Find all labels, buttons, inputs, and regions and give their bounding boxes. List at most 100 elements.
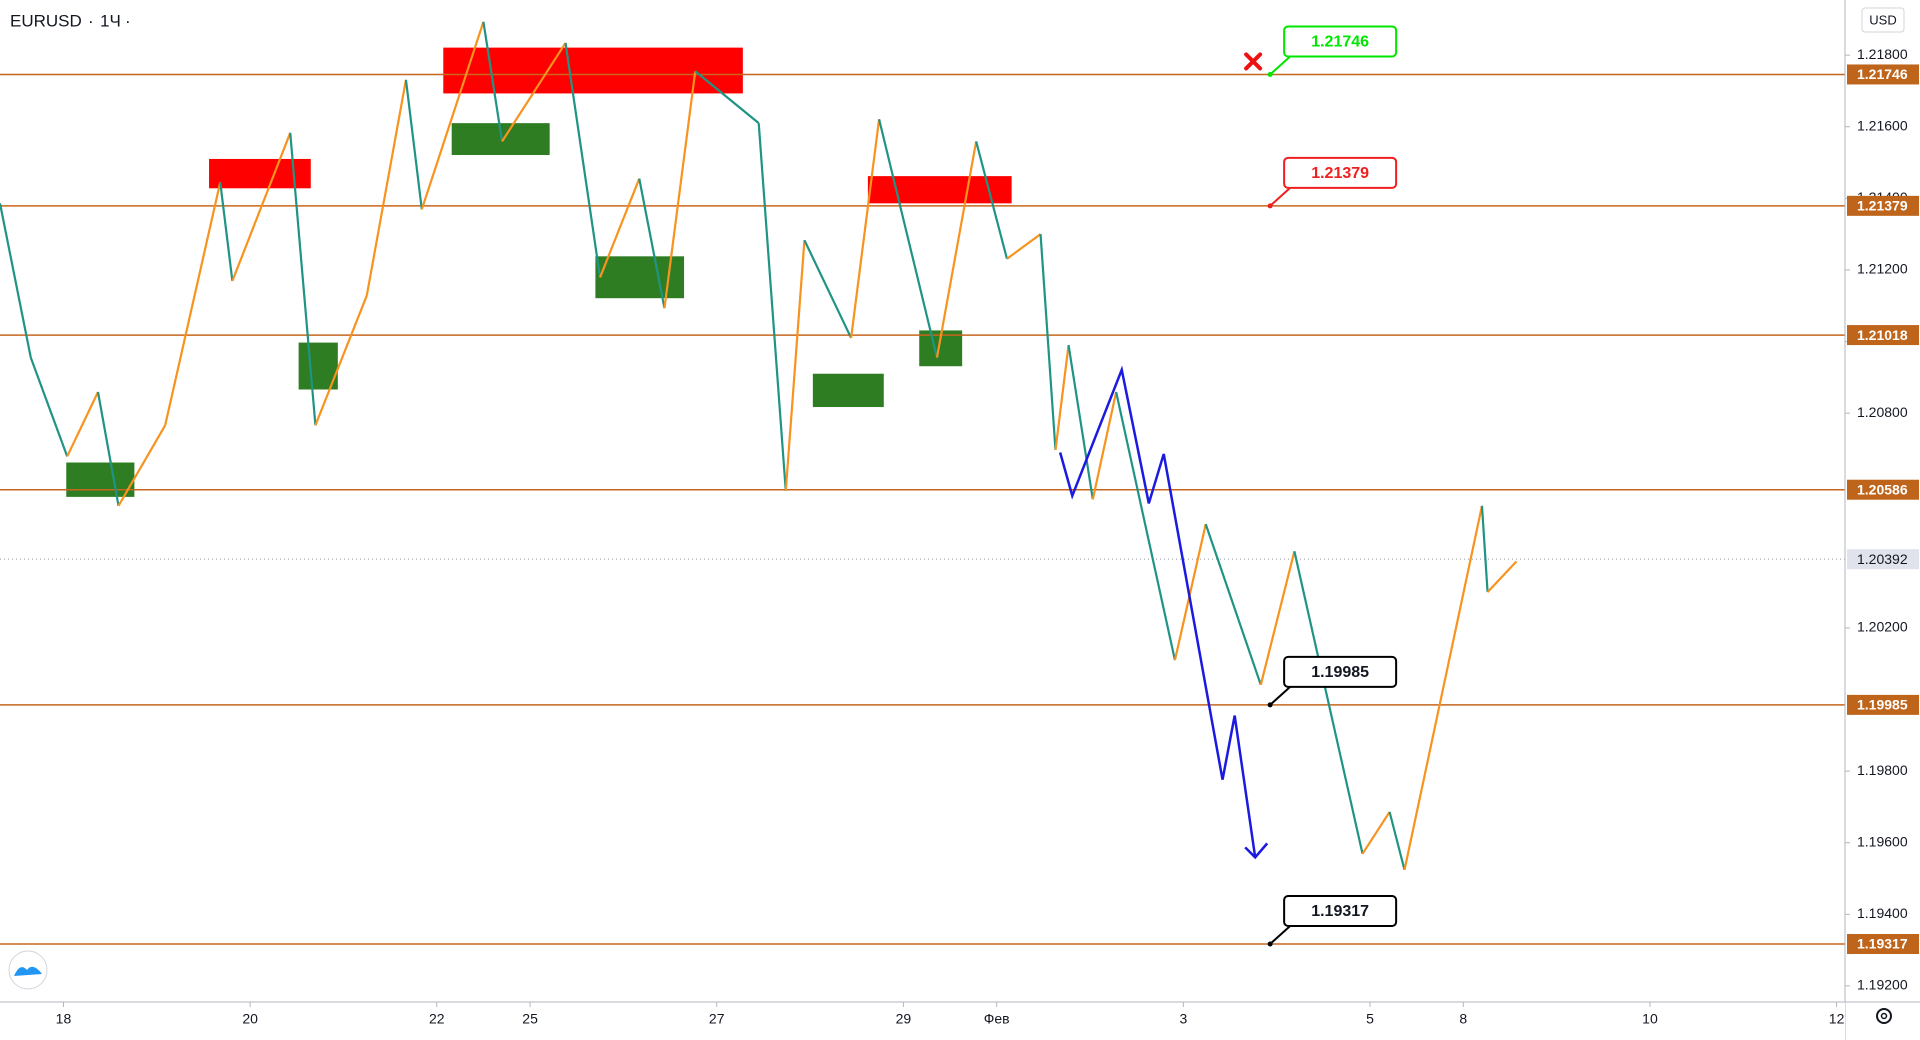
level-label-bg — [1847, 64, 1919, 85]
logo[interactable] — [8, 950, 48, 990]
zigzag-segment — [314, 295, 368, 426]
zigzag-segment — [757, 123, 787, 491]
level-label-bg — [1847, 325, 1919, 346]
zigzag-segment — [1054, 344, 1070, 451]
zigzag-segment — [1361, 811, 1391, 855]
callout-label: 1.21746 — [1311, 34, 1369, 51]
x-tick-label: 22 — [429, 1011, 445, 1027]
zigzag-segment — [1067, 344, 1094, 500]
level-label: 1.20586 — [1857, 481, 1908, 497]
zigzag-segment — [1259, 551, 1296, 686]
y-tick-label: 1.21800 — [1857, 46, 1908, 62]
time-axis-panel — [0, 1002, 1845, 1040]
callout-pointer — [1269, 187, 1291, 207]
callout-box — [1283, 655, 1398, 688]
level-label-bg — [1847, 479, 1919, 500]
x-tick-label: 29 — [896, 1011, 912, 1027]
zigzag-segment — [663, 71, 697, 309]
zigzag-segment — [878, 118, 939, 358]
level-label: 1.21379 — [1857, 198, 1908, 214]
zone — [66, 462, 135, 497]
level-label: 1.19985 — [1857, 697, 1908, 713]
zigzag-segment — [1480, 505, 1489, 593]
level-label: 1.19317 — [1857, 936, 1908, 952]
level-label-bg — [1847, 195, 1919, 216]
projection-line — [1058, 365, 1257, 858]
currency: USD — [1869, 12, 1896, 27]
zone — [298, 342, 338, 390]
zigzag-segment — [850, 119, 881, 339]
x-tick-label: 25 — [522, 1011, 538, 1027]
zigzag-segment — [1293, 551, 1364, 855]
zigzag-segment — [1486, 560, 1518, 593]
callout-pointer — [1269, 55, 1291, 76]
x-tick-label: 18 — [56, 1011, 72, 1027]
zigzag-segment — [1403, 505, 1484, 871]
zigzag-segment — [96, 391, 120, 507]
current-price-bg — [1847, 549, 1919, 570]
level-label-bg — [1847, 934, 1919, 955]
zigzag-segment — [564, 42, 602, 278]
zigzag-segment — [1006, 233, 1042, 260]
x-tick-label: Фев — [984, 1011, 1010, 1027]
y-tick-label: 1.21600 — [1857, 117, 1908, 133]
zigzag-segment — [231, 132, 292, 282]
x-tick-label: 5 — [1366, 1011, 1374, 1027]
zigzag-segment — [1204, 523, 1262, 686]
y-tick-label: 1.19600 — [1857, 833, 1908, 849]
gear-center — [1880, 1012, 1888, 1020]
callout-label: 1.21379 — [1311, 165, 1369, 182]
zigzag-segment — [1039, 234, 1057, 451]
callout-box — [1283, 25, 1398, 58]
separator: · — [125, 11, 131, 30]
zigzag-segment — [501, 42, 567, 143]
zigzag-segment — [66, 391, 99, 457]
symbol: EURUSD — [10, 11, 82, 30]
callout-anchor — [1267, 941, 1273, 947]
zigzag-segment — [1115, 391, 1177, 661]
callout-box — [1283, 156, 1398, 189]
separator: · — [88, 11, 94, 30]
callout-anchor — [1267, 702, 1273, 708]
zigzag-segment — [420, 21, 485, 210]
zigzag-segment — [1388, 811, 1406, 871]
x-tick-label: 12 — [1829, 1011, 1845, 1027]
x-tick-label: 27 — [709, 1011, 725, 1027]
logo-shape — [14, 966, 42, 976]
zigzag-segment — [599, 178, 641, 278]
cross-mark — [1244, 52, 1263, 71]
price-axis-panel — [1845, 0, 1920, 1040]
zigzag-segment — [289, 132, 317, 426]
x-tick-label: 8 — [1459, 1011, 1467, 1027]
settings-icon[interactable] — [1876, 1008, 1892, 1024]
x-tick-label: 10 — [1642, 1011, 1658, 1027]
zigzag-segment — [164, 181, 222, 426]
currency-box[interactable] — [1861, 7, 1905, 33]
zone — [867, 176, 1012, 204]
gear — [1876, 1008, 1892, 1024]
level-label: 1.21018 — [1857, 327, 1908, 343]
callout-label: 1.19317 — [1311, 903, 1369, 920]
interval: 1Ч — [100, 11, 121, 30]
plot-area: 1.21746 1.21379 1.19985 1.19317 — [0, 21, 1845, 947]
zigzag-segment — [482, 21, 504, 142]
zigzag-segment — [803, 239, 853, 339]
y-tick-label: 1.19800 — [1857, 762, 1908, 778]
zigzag-segment — [29, 357, 69, 457]
zigzag-segment — [219, 182, 234, 282]
zone — [812, 373, 884, 408]
axes: 1.218001.216001.214001.212001.210001.208… — [56, 46, 1919, 1027]
y-tick-label: 1.20800 — [1857, 404, 1908, 420]
callout-box — [1283, 895, 1398, 928]
x-tick-label: 3 — [1179, 1011, 1187, 1027]
x-tick-label: 20 — [242, 1011, 258, 1027]
y-tick-label: 1.20200 — [1857, 619, 1908, 635]
zigzag-segment — [365, 79, 408, 296]
callout-pointer — [1269, 686, 1291, 706]
callout-anchor — [1267, 71, 1273, 77]
y-tick-label: 1.21200 — [1857, 261, 1908, 277]
level-label: 1.21746 — [1857, 66, 1908, 82]
current-price-label: 1.20392 — [1857, 551, 1908, 567]
